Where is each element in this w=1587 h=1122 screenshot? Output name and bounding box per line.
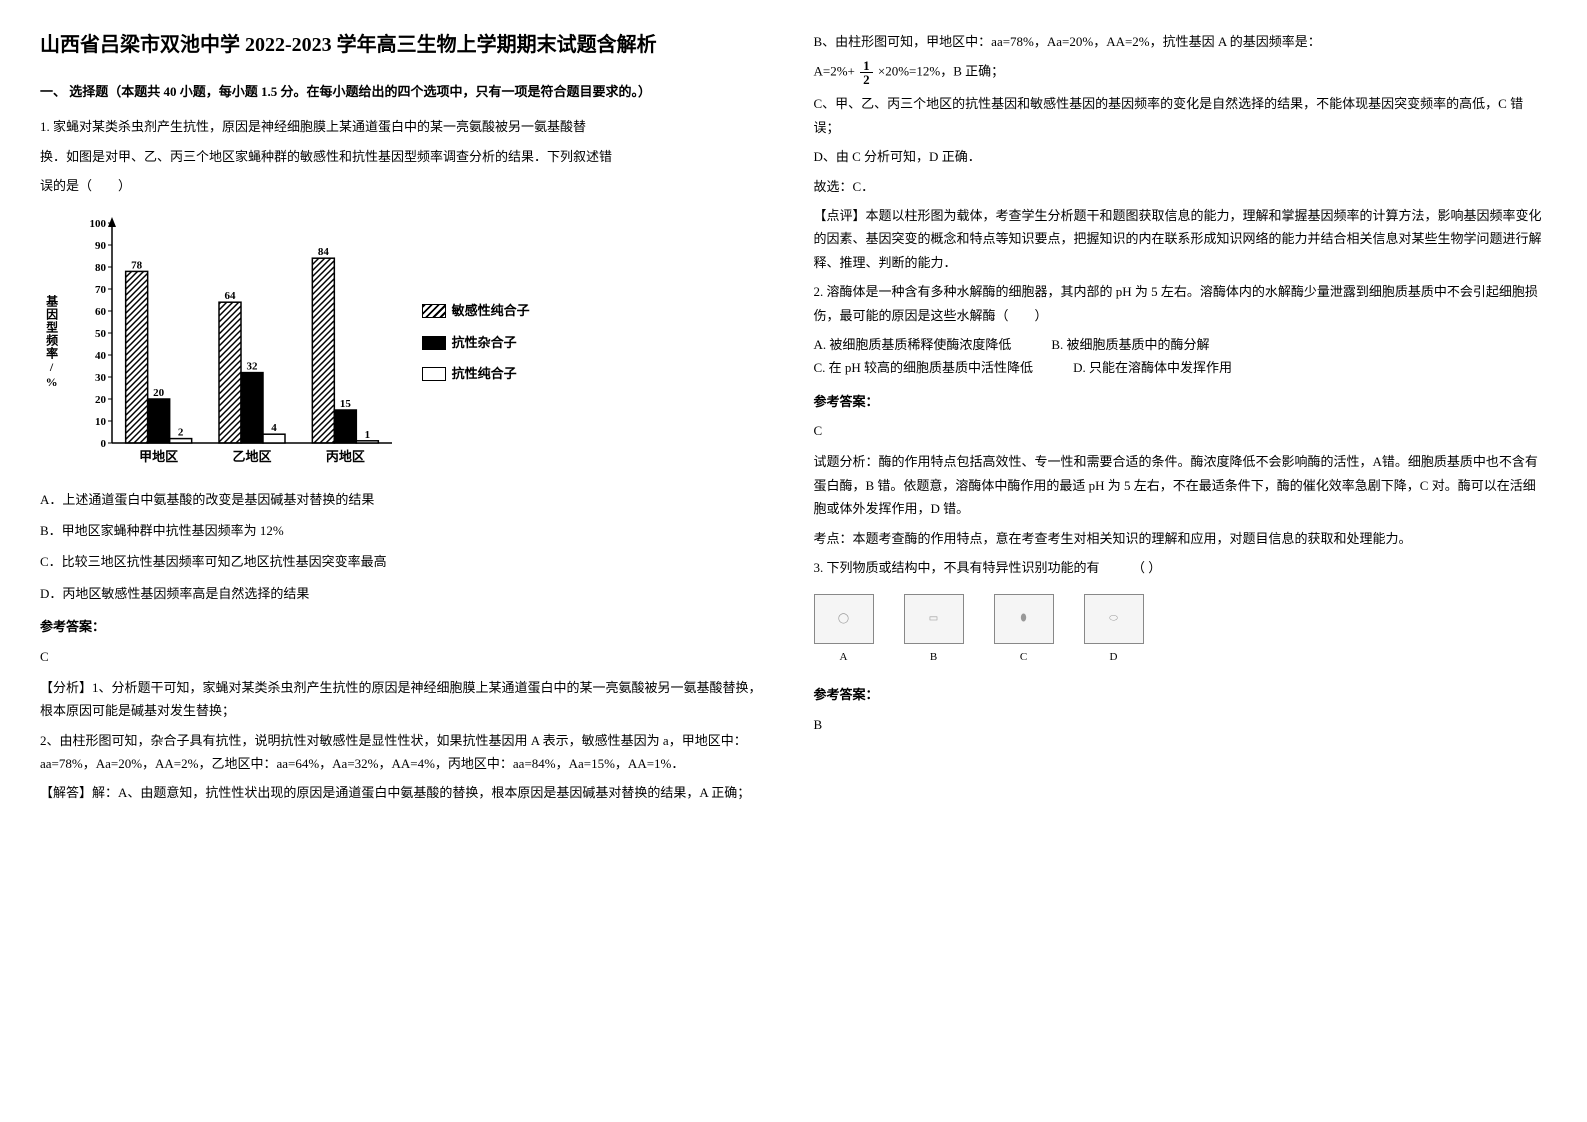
chart-container: 基因型频率/% 0 10 20 30 40 50 60 70 80 90 100 78 20 2甲地区 64…	[40, 213, 774, 473]
svg-text:10: 10	[95, 416, 107, 428]
legend-item-hetero: 抗性杂合子	[422, 331, 530, 354]
legend-label-2: 抗性纯合子	[452, 362, 517, 385]
svg-text:甲地区: 甲地区	[139, 449, 178, 464]
formula-prefix: A=2%+	[814, 64, 855, 79]
q1-option-b: B．甲地区家蝇种群中抗性基因频率为 12%	[40, 519, 774, 542]
question-1: 1. 家蝇对某类杀虫剂产生抗性，原因是神经细胞膜上某通道蛋白中的某一亮氨酸被另一…	[40, 115, 774, 197]
legend-box-empty	[422, 367, 446, 381]
image-label-a: A	[840, 648, 848, 668]
image-label-b: B	[930, 648, 937, 668]
svg-text:2: 2	[178, 426, 184, 438]
q1-answer: C	[40, 645, 774, 668]
q2-options-row1: A. 被细胞质基质稀释使酶浓度降低 B. 被细胞质基质中的酶分解	[814, 333, 1548, 356]
analysis-d: D、由 C 分析可知，D 正确．	[814, 145, 1548, 168]
analysis-choice: 故选：C．	[814, 175, 1548, 198]
image-shape-b: ▭	[904, 594, 964, 644]
q3-answer: B	[814, 713, 1548, 736]
q3-image-a: ◯ A	[814, 594, 874, 668]
svg-text:20: 20	[153, 387, 165, 399]
svg-text:20: 20	[95, 394, 107, 406]
q1-analysis-1: 【分析】1、分析题干可知，家蝇对某类杀虫剂产生抗性的原因是神经细胞膜上某通道蛋白…	[40, 676, 774, 723]
q1-option-c: C．比较三地区抗性基因频率可知乙地区抗性基因突变率最高	[40, 550, 774, 573]
legend-item-sensitive: 敏感性纯合子	[422, 299, 530, 322]
svg-text:64: 64	[224, 290, 236, 302]
fraction-denominator: 2	[860, 73, 873, 86]
right-column: B、由柱形图可知，甲地区中：aa=78%，Aa=20%，AA=2%，抗性基因 A…	[814, 30, 1548, 811]
legend-item-resistant: 抗性纯合子	[422, 362, 530, 385]
q3-images: ◯ A ▭ B ⬮ C ⬭ D	[814, 594, 1548, 668]
q2-option-a: A. 被细胞质基质稀释使酶浓度降低	[814, 333, 1012, 356]
image-shape-d: ⬭	[1084, 594, 1144, 644]
section-header: 一、 选择题（本题共 40 小题，每小题 1.5 分。在每小题给出的四个选项中，…	[40, 80, 774, 103]
y-axis-label: 基因型频率/%	[40, 295, 62, 390]
q1-analysis-2: 2、由柱形图可知，杂合子具有抗性，说明抗性对敏感性是显性性状，如果抗性基因用 A…	[40, 729, 774, 776]
fraction-numerator: 1	[860, 59, 873, 73]
svg-text:1: 1	[364, 428, 370, 440]
svg-text:90: 90	[95, 240, 107, 252]
svg-text:0: 0	[100, 438, 106, 450]
image-label-d: D	[1110, 648, 1118, 668]
q1-stem-line3: 误的是（ ）	[40, 174, 774, 197]
fraction: 1 2	[860, 59, 873, 86]
q3-stem: 3. 下列物质或结构中，不具有特异性识别功能的有 （ ）	[814, 556, 1548, 579]
analysis-c: C、甲、乙、丙三个地区的抗性基因和敏感性基因的基因频率的变化是自然选择的结果，不…	[814, 92, 1548, 139]
image-label-c: C	[1020, 648, 1027, 668]
q2-answer-label: 参考答案：	[814, 390, 1548, 413]
q2-stem: 2. 溶酶体是一种含有多种水解酶的细胞器，其内部的 pH 为 5 左右。溶酶体内…	[814, 280, 1548, 327]
q1-option-a: A．上述通道蛋白中氨基酸的改变是基因碱基对替换的结果	[40, 488, 774, 511]
svg-text:40: 40	[95, 350, 107, 362]
q2-options-row2: C. 在 pH 较高的细胞质基质中活性降低 D. 只能在溶酶体中发挥作用	[814, 356, 1548, 379]
analysis-b: B、由柱形图可知，甲地区中：aa=78%，Aa=20%，AA=2%，抗性基因 A…	[814, 30, 1548, 53]
svg-text:60: 60	[95, 306, 107, 318]
q1-answer-label: 参考答案：	[40, 615, 774, 638]
svg-text:30: 30	[95, 372, 107, 384]
svg-text:100: 100	[89, 218, 106, 230]
q1-option-d: D．丙地区敏感性基因频率高是自然选择的结果	[40, 582, 774, 605]
q2-option-b: B. 被细胞质基质中的酶分解	[1051, 333, 1209, 356]
svg-text:50: 50	[95, 328, 107, 340]
image-shape-c: ⬮	[994, 594, 1054, 644]
q3-image-d: ⬭ D	[1084, 594, 1144, 668]
q3-image-b: ▭ B	[904, 594, 964, 668]
image-shape-a: ◯	[814, 594, 874, 644]
svg-text:4: 4	[271, 422, 277, 434]
left-column: 山西省吕梁市双池中学 2022-2023 学年高三生物上学期期末试题含解析 一、…	[40, 30, 774, 811]
bar-chart: 0 10 20 30 40 50 60 70 80 90 100 78 20 2甲地区 64 32 4 乙地区 84…	[82, 213, 402, 473]
q1-analysis-3: 【解答】解：A、由题意知，抗性性状出现的原因是通道蛋白中氨基酸的替换，根本原因是…	[40, 781, 774, 804]
legend-box-hatch	[422, 304, 446, 318]
q1-stem-line2: 换．如图是对甲、乙、丙三个地区家蝇种群的敏感性和抗性基因型频率调查分析的结果．下…	[40, 145, 774, 168]
q3-answer-label: 参考答案：	[814, 683, 1548, 706]
formula-suffix: ×20%=12%，B 正确；	[878, 64, 1004, 79]
legend-label-0: 敏感性纯合子	[452, 299, 530, 322]
svg-text:84: 84	[317, 246, 329, 258]
q2-analysis-1: 试题分析：酶的作用特点包括高效性、专一性和需要合适的条件。酶浓度降低不会影响酶的…	[814, 450, 1548, 520]
q1-stem-line1: 1. 家蝇对某类杀虫剂产生抗性，原因是神经细胞膜上某通道蛋白中的某一亮氨酸被另一…	[40, 115, 774, 138]
q2-option-c: C. 在 pH 较高的细胞质基质中活性降低	[814, 356, 1034, 379]
svg-text:丙地区: 丙地区	[325, 449, 364, 464]
document-title: 山西省吕梁市双池中学 2022-2023 学年高三生物上学期期末试题含解析	[40, 30, 774, 60]
svg-text:15: 15	[339, 398, 351, 410]
formula-line: A=2%+ 1 2 ×20%=12%，B 正确；	[814, 59, 1548, 86]
analysis-review: 【点评】本题以柱形图为载体，考查学生分析题干和题图获取信息的能力，理解和掌握基因…	[814, 204, 1548, 274]
q3-image-c: ⬮ C	[994, 594, 1054, 668]
q2-analysis-2: 考点：本题考查酶的作用特点，意在考查考生对相关知识的理解和应用，对题目信息的获取…	[814, 527, 1548, 550]
chart-legend: 敏感性纯合子 抗性杂合子 抗性纯合子	[422, 299, 530, 385]
svg-text:70: 70	[95, 284, 107, 296]
svg-text:32: 32	[246, 360, 258, 372]
legend-box-solid	[422, 336, 446, 350]
svg-text:乙地区: 乙地区	[232, 449, 271, 464]
q2-option-d: D. 只能在溶酶体中发挥作用	[1073, 356, 1232, 379]
legend-label-1: 抗性杂合子	[452, 331, 517, 354]
svg-text:80: 80	[95, 262, 107, 274]
q2-answer: C	[814, 419, 1548, 442]
svg-text:78: 78	[131, 259, 143, 271]
